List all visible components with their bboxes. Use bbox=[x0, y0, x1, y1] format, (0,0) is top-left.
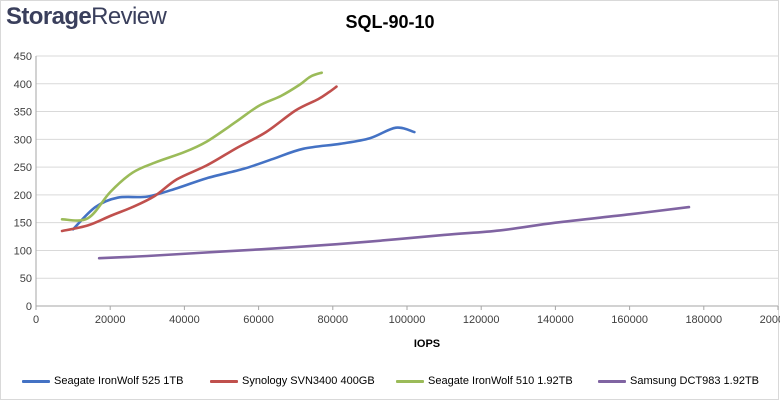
legend-label: Seagate IronWolf 525 1TB bbox=[54, 375, 184, 387]
legend-item: Seagate IronWolf 525 1TB bbox=[22, 372, 183, 390]
x-tick-label: 100000 bbox=[389, 314, 426, 326]
y-tick-label: 0 bbox=[26, 301, 32, 313]
x-tick-label: 140000 bbox=[537, 314, 574, 326]
y-tick-label: 250 bbox=[14, 162, 32, 174]
legend-swatch bbox=[210, 379, 238, 383]
series-line-2 bbox=[60, 85, 338, 233]
y-tick-label: 150 bbox=[14, 218, 32, 230]
legend-item: Seagate IronWolf 510 1.92TB bbox=[396, 372, 573, 390]
legend-label: Synology SVN3400 400GB bbox=[242, 375, 375, 387]
logo-text-regular: Review bbox=[91, 3, 167, 30]
legend-swatch bbox=[396, 379, 424, 383]
x-tick-label: 180000 bbox=[685, 314, 722, 326]
y-tick-label: 350 bbox=[14, 107, 32, 119]
x-tick-label: 20000 bbox=[95, 314, 126, 326]
y-tick-label: 200 bbox=[14, 190, 32, 202]
chart-legend: Seagate IronWolf 525 1TB Synology SVN3400… bbox=[0, 372, 780, 390]
legend-label: Seagate IronWolf 510 1.92TB bbox=[428, 375, 573, 387]
legend-item: Synology SVN3400 400GB bbox=[210, 372, 375, 390]
x-tick-label: 60000 bbox=[243, 314, 274, 326]
x-tick-label: 200000 bbox=[760, 314, 780, 326]
y-tick-label: 100 bbox=[14, 245, 32, 257]
legend-swatch bbox=[22, 379, 50, 383]
legend-item: Samsung DCT983 1.92TB bbox=[598, 372, 759, 390]
legend-label: Samsung DCT983 1.92TB bbox=[630, 375, 760, 387]
y-tick-label: 50 bbox=[20, 273, 32, 285]
chart-title: SQL-90-10 bbox=[345, 12, 435, 32]
x-tick-label: 0 bbox=[33, 314, 39, 326]
series-line-1 bbox=[71, 126, 416, 231]
storagereview-logo: StorageReview bbox=[6, 3, 167, 31]
y-tick-label: 450 bbox=[14, 51, 32, 63]
line-chart: 0 50 100 150 200 250 300 350 400 450 0 20000 40000 60… bbox=[14, 51, 780, 350]
y-tick-label: 300 bbox=[14, 134, 32, 146]
series-line-3 bbox=[60, 71, 323, 222]
x-tick-label: 160000 bbox=[611, 314, 648, 326]
x-axis-title: IOPS bbox=[414, 338, 440, 350]
logo-text-bold: Storage bbox=[6, 3, 92, 30]
legend-swatch bbox=[598, 379, 626, 383]
x-tick-label: 120000 bbox=[463, 314, 500, 326]
x-tick-label: 40000 bbox=[169, 314, 200, 326]
x-tick-label: 80000 bbox=[318, 314, 349, 326]
y-tick-label: 400 bbox=[14, 79, 32, 91]
series-line-4 bbox=[97, 205, 691, 260]
